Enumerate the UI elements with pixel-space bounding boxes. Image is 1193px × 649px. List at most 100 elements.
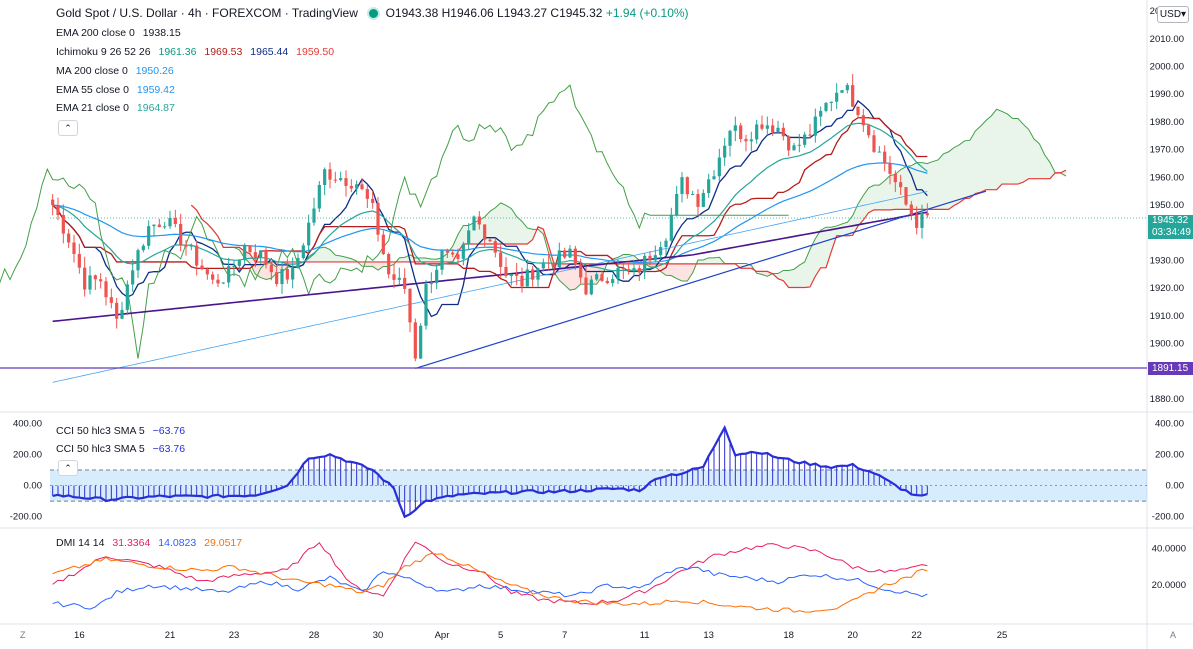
collapse-legend-button[interactable]: ⌃ — [58, 120, 78, 136]
candle-body — [51, 199, 55, 206]
dmi-tick-label: 20.0000 — [1152, 580, 1186, 591]
candle-body — [653, 255, 657, 261]
cloud-segment — [516, 216, 522, 244]
candle-body — [67, 233, 71, 243]
cloud-segment — [858, 195, 864, 226]
cloud-segment — [794, 265, 800, 288]
cloud-segment — [1034, 139, 1040, 179]
legend-ema55[interactable]: EMA 55 close 0 1959.42 — [56, 84, 180, 96]
candle-body — [333, 179, 337, 181]
cloud-segment — [868, 185, 874, 213]
candle-body — [136, 250, 140, 271]
candle-body — [104, 281, 108, 298]
cloud-segment — [959, 140, 965, 203]
legend-ema200[interactable]: EMA 200 close 0 1938.15 — [56, 27, 186, 39]
candle-body — [605, 280, 609, 284]
candles — [51, 74, 929, 362]
candle-body — [904, 187, 908, 205]
candle-body — [227, 266, 231, 283]
cloud-segment — [1060, 170, 1066, 177]
cloud-segment — [666, 263, 672, 276]
candle-body — [845, 85, 849, 91]
candle-body — [787, 136, 791, 151]
legend-ichimoku[interactable]: Ichimoku 9 26 52 26 1961.36 1969.53 1965… — [56, 46, 339, 58]
cci-histogram — [52, 427, 928, 517]
cloud-segment — [863, 187, 869, 221]
candle-body — [461, 244, 465, 259]
price-tick-label: 1930.00 — [1150, 255, 1184, 266]
cci-left-tick-label: 0.00 — [24, 481, 43, 492]
time-tick-label: Apr — [435, 630, 450, 641]
cloud-segment — [783, 270, 789, 288]
candle-body — [659, 247, 663, 256]
candle-body — [872, 135, 876, 152]
cloud-segment — [975, 126, 981, 194]
cloud-segment — [788, 269, 794, 288]
price-tick-label: 1970.00 — [1150, 145, 1184, 156]
cloud-segment — [911, 162, 917, 210]
cloud-segment — [932, 159, 938, 210]
candle-body — [173, 218, 177, 224]
legend-cci-2[interactable]: CCI 50 hlc3 SMA 5 −63.76 — [56, 443, 190, 455]
cloud-segment — [938, 153, 944, 210]
ema55-line — [52, 162, 928, 264]
collapse-cci-legend-button[interactable]: ⌃ — [58, 460, 78, 476]
legend-ema21[interactable]: EMA 21 close 0 1964.87 — [56, 102, 180, 114]
cloud-segment — [495, 202, 501, 244]
candle-body — [157, 224, 161, 228]
candle-body — [264, 250, 268, 265]
candle-body — [259, 250, 263, 258]
candle-body — [611, 279, 615, 284]
corner-left-label[interactable]: Z — [20, 630, 26, 640]
cloud-segment — [980, 120, 986, 193]
candle-body — [760, 124, 764, 129]
ichimoku-v3: 1965.44 — [250, 46, 289, 58]
cloud-segment — [330, 249, 336, 262]
candle-body — [899, 182, 903, 188]
candle-body — [552, 263, 556, 268]
cloud-segment — [367, 261, 373, 267]
candle-body — [467, 230, 471, 245]
candle-body — [627, 269, 631, 271]
candle-body — [381, 234, 385, 255]
legend-cci-1[interactable]: CCI 50 hlc3 SMA 5 −63.76 — [56, 425, 190, 437]
cloud-segment — [255, 261, 261, 278]
candle-body — [120, 309, 124, 319]
ichimoku-cloud — [191, 109, 1066, 291]
candle-body — [371, 198, 375, 203]
candle-body — [499, 252, 503, 267]
candle-body — [824, 102, 828, 111]
candle-body — [429, 283, 433, 285]
candle-body — [563, 250, 567, 258]
candle-body — [493, 241, 497, 253]
cloud-segment — [1028, 129, 1034, 179]
currency-selector[interactable]: USD▾ — [1157, 6, 1189, 23]
candle-body — [253, 252, 257, 258]
candle-body — [808, 134, 812, 136]
corner-right-label[interactable]: A — [1170, 630, 1177, 640]
candle-body — [168, 218, 172, 227]
dmi-plus-value: 31.3364 — [112, 537, 151, 549]
cloud-segment — [1023, 124, 1029, 183]
candle-body — [440, 250, 444, 270]
candle-body — [525, 269, 529, 287]
legend-ma200[interactable]: MA 200 close 0 1950.26 — [56, 65, 179, 77]
ohlc-low: L1943.27 — [497, 6, 548, 20]
candle-body — [280, 269, 284, 285]
time-tick-label: 28 — [309, 630, 320, 641]
time-tick-label: 30 — [373, 630, 384, 641]
cloud-segment — [810, 238, 816, 287]
legend-dmi[interactable]: DMI 14 14 31.3364 14.0823 29.0517 — [56, 537, 247, 549]
ichimoku-label: Ichimoku 9 26 52 26 — [56, 46, 151, 58]
cloud-segment — [815, 230, 821, 277]
candle-body — [520, 275, 524, 287]
ema55-label: EMA 55 close 0 — [56, 84, 129, 96]
candle-body — [339, 178, 343, 181]
ichimoku-kijun-line — [52, 117, 928, 289]
candle-body — [643, 255, 647, 273]
cloud-segment — [1002, 111, 1008, 185]
candle-body — [392, 274, 396, 280]
currency-label: USD — [1159, 9, 1182, 20]
candle-body — [163, 226, 167, 228]
